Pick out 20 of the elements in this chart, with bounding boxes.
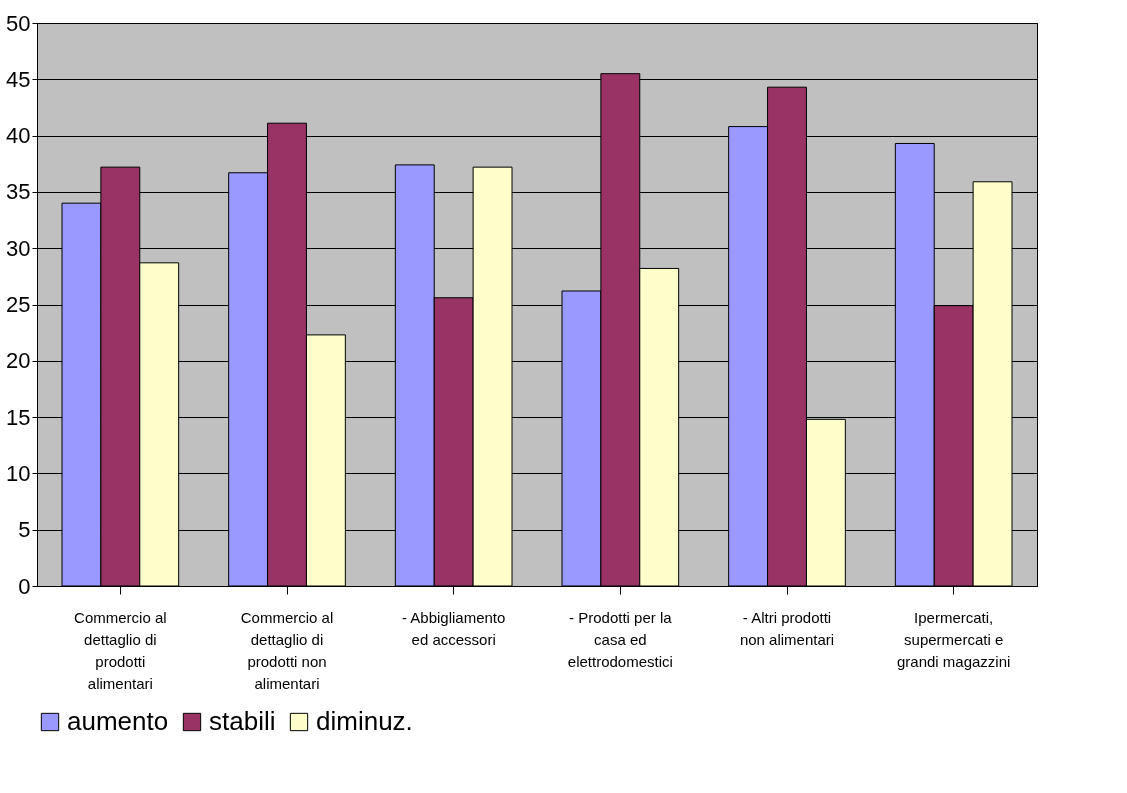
x-tick-label: Ipermercati, supermercati e grandi magazzini — [896, 608, 1011, 670]
y-tick-label: 35 — [6, 179, 31, 205]
y-tick-label: 5 — [18, 517, 31, 543]
y-tick-label: 10 — [6, 460, 31, 486]
y-tick-label: 50 — [6, 10, 31, 36]
y-tick-label: 20 — [6, 348, 31, 374]
y-tick-label: 25 — [6, 292, 31, 317]
legend-label: aumento — [67, 706, 169, 736]
y-tick-label: 30 — [6, 235, 31, 261]
x-tick-label: Commercio al dettaglio di prodotti non alimentari — [240, 608, 334, 692]
legend-label: diminuz. — [316, 706, 413, 736]
y-tick-label: 15 — [6, 404, 31, 430]
x-tick-label: - Abbigliamento ed accessori — [401, 608, 506, 648]
y-tick-label: 45 — [6, 66, 31, 92]
x-tick-label: - Prodotti per la casa ed elettrodomestici — [567, 608, 673, 670]
y-tick-label: 0 — [18, 573, 31, 599]
legend-label: stabili — [209, 706, 276, 736]
x-tick-label: - Altri prodotti non alimentari — [739, 608, 835, 648]
x-tick-label: Commercio al dettaglio di prodotti alimentari — [74, 608, 167, 692]
y-tick-label: 40 — [6, 123, 31, 149]
